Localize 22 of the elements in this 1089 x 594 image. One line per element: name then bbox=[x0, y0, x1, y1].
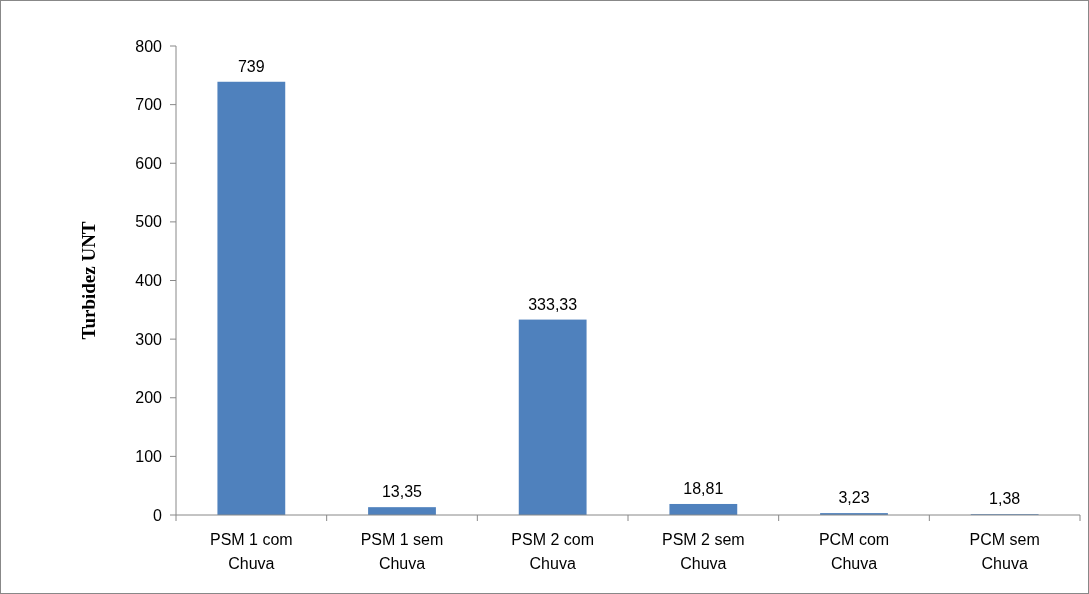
y-tick-label: 600 bbox=[135, 154, 163, 172]
y-tick-label: 400 bbox=[135, 272, 163, 290]
y-tick-label: 800 bbox=[135, 37, 163, 55]
y-tick-label: 300 bbox=[135, 330, 163, 348]
x-tick-label: PSM 1 com Chuva bbox=[209, 531, 293, 572]
data-label: 1,38 bbox=[989, 490, 1021, 508]
y-tick-label: 0 bbox=[153, 506, 163, 524]
x-tick-label: PSM 1 sem Chuva bbox=[360, 531, 444, 572]
data-label: 13,35 bbox=[381, 483, 423, 501]
y-tick-label: 700 bbox=[135, 96, 163, 114]
y-tick-label: 200 bbox=[135, 389, 163, 407]
y-tick-label: 100 bbox=[135, 447, 163, 465]
y-axis-title: Turbidez UNT bbox=[78, 221, 99, 340]
x-tick-label: PSM 2 com Chuva bbox=[511, 531, 595, 572]
data-label: 333,33 bbox=[528, 295, 578, 313]
x-tick-label: PCM com Chuva bbox=[818, 531, 890, 572]
y-tick-label: 500 bbox=[135, 213, 163, 231]
x-tick-label: PSM 2 sem Chuva bbox=[661, 531, 745, 572]
data-label: 739 bbox=[237, 57, 265, 75]
data-label: 18,81 bbox=[683, 479, 724, 497]
data-label: 3,23 bbox=[838, 489, 870, 507]
x-tick-label: PCM sem Chuva bbox=[969, 531, 1040, 572]
